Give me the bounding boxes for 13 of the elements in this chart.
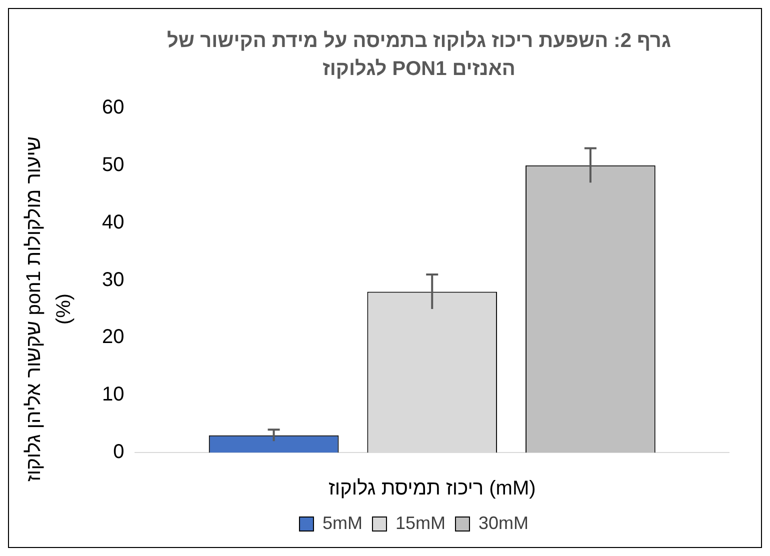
y-tick-label: 30: [102, 268, 124, 291]
chart-title: גרף 2: השפעת ריכוז גלוקוז בתמיסה על מידת הקישור של האנזים PON1 לגלוקוז: [166, 29, 672, 82]
y-axis-title: שיעור מולקולות pon1 שקשור אליהן גלוקוז (%): [22, 135, 76, 484]
legend-label: 30mM: [478, 512, 529, 533]
legend-label: 15mM: [395, 512, 446, 533]
x-axis-title: ריכוז תמיסת גלוקוז (mM): [328, 478, 536, 500]
y-tick-label: 10: [102, 384, 124, 406]
y-tick-label: 50: [102, 154, 124, 176]
y-tick-label: 20: [102, 326, 124, 348]
y-tick-label: 0: [113, 441, 124, 464]
y-tick-label: 60: [102, 96, 124, 119]
y-tick-label: 40: [102, 211, 124, 234]
legend-label: 5mM: [322, 512, 362, 533]
